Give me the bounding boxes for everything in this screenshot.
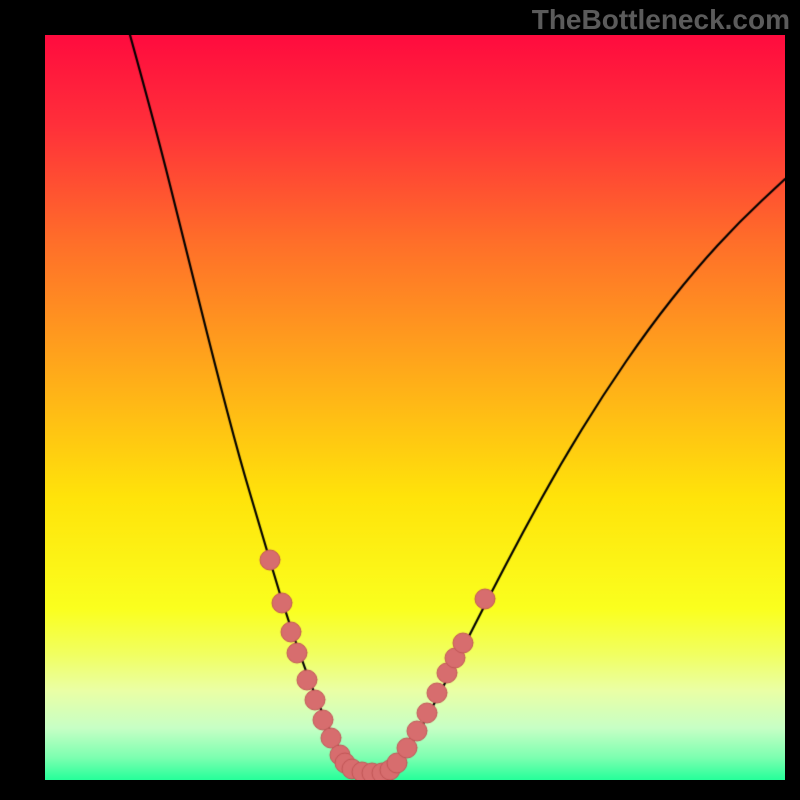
plot-area <box>45 35 785 780</box>
curve-canvas <box>45 35 785 780</box>
chart-root: TheBottleneck.com <box>0 0 800 800</box>
watermark-label: TheBottleneck.com <box>532 4 790 36</box>
